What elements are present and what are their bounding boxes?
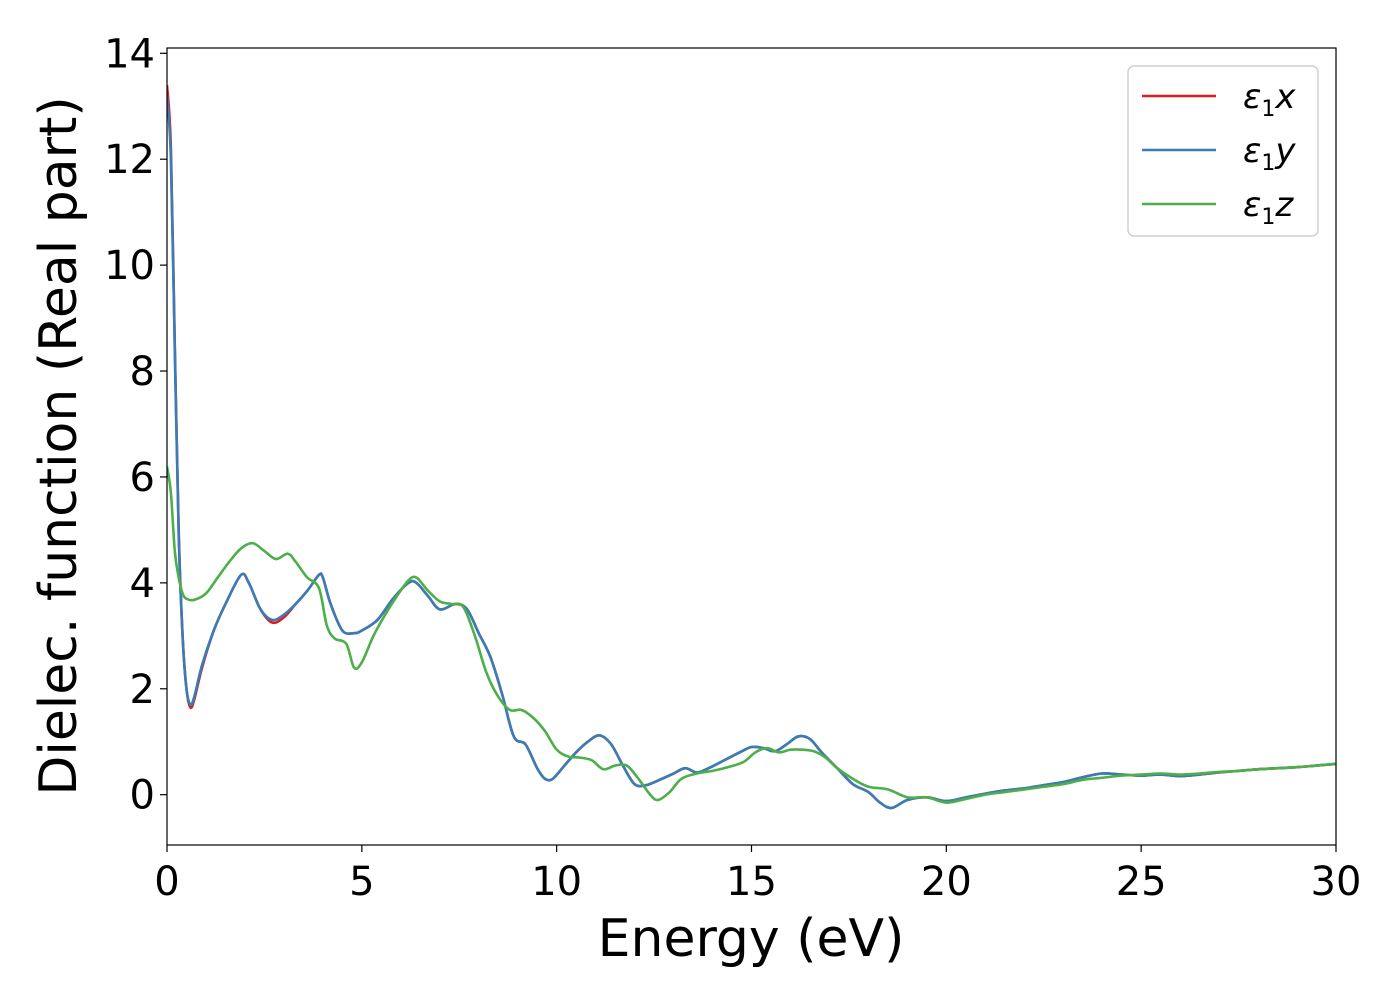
x-tick-label: 10	[531, 859, 582, 905]
x-tick-label: 30	[1311, 859, 1362, 905]
legend-label-y: ε1y	[1243, 131, 1296, 176]
y-tick-label: 10	[104, 243, 155, 289]
legend-label-x: ε1x	[1243, 77, 1296, 122]
y-tick-label: 0	[130, 773, 155, 819]
series-line-y	[167, 95, 1336, 810]
series-line-z	[167, 466, 1336, 804]
y-tick-label: 4	[130, 561, 155, 607]
y-tick-label: 6	[130, 455, 155, 501]
y-axis: 0 2 4 6 8 10 12 14	[104, 31, 167, 819]
legend-label-z: ε1z	[1243, 185, 1294, 230]
x-tick-label: 25	[1116, 859, 1167, 905]
legend-frame	[1127, 65, 1319, 237]
y-tick-label: 12	[104, 137, 155, 183]
y-tick-label: 14	[104, 31, 155, 77]
y-tick-label: 8	[130, 349, 155, 395]
y-axis-title: Dielec. function (Real part)	[29, 96, 89, 795]
series-layer	[167, 84, 1336, 810]
x-tick-label: 0	[154, 859, 179, 905]
legend: ε1x ε1y ε1z	[1127, 65, 1319, 237]
x-axis: 0 5 10 15 20 25 30	[154, 845, 1361, 905]
x-axis-title: Energy (eV)	[598, 909, 905, 969]
x-tick-label: 15	[726, 859, 777, 905]
y-tick-label: 2	[130, 667, 155, 713]
x-tick-label: 5	[349, 859, 374, 905]
x-tick-label: 20	[921, 859, 972, 905]
